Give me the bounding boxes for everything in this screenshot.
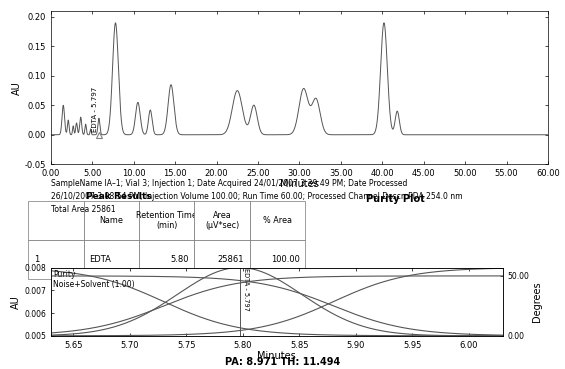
- Text: Purity Plot: Purity Plot: [366, 194, 425, 204]
- Text: SampleName IA–1; Vial 3; Injection 1; Date Acquired 24/01/2007 3:39:49 PM; Date : SampleName IA–1; Vial 3; Injection 1; Da…: [51, 179, 462, 214]
- X-axis label: Minutes: Minutes: [258, 351, 296, 361]
- X-axis label: Minutes: Minutes: [280, 179, 319, 189]
- Text: EDTA - 5.797: EDTA - 5.797: [243, 268, 249, 311]
- Text: EDTA - 5.797: EDTA - 5.797: [92, 87, 98, 132]
- Text: Peak Results: Peak Results: [86, 192, 151, 201]
- Y-axis label: AU: AU: [12, 81, 22, 94]
- Y-axis label: Degrees: Degrees: [532, 281, 542, 322]
- Text: PA: 8.971 TH: 11.494: PA: 8.971 TH: 11.494: [225, 357, 340, 367]
- Text: Purity: Purity: [53, 270, 76, 279]
- Text: Noise+Solvent (1.00): Noise+Solvent (1.00): [53, 280, 134, 289]
- Y-axis label: AU: AU: [11, 295, 21, 308]
